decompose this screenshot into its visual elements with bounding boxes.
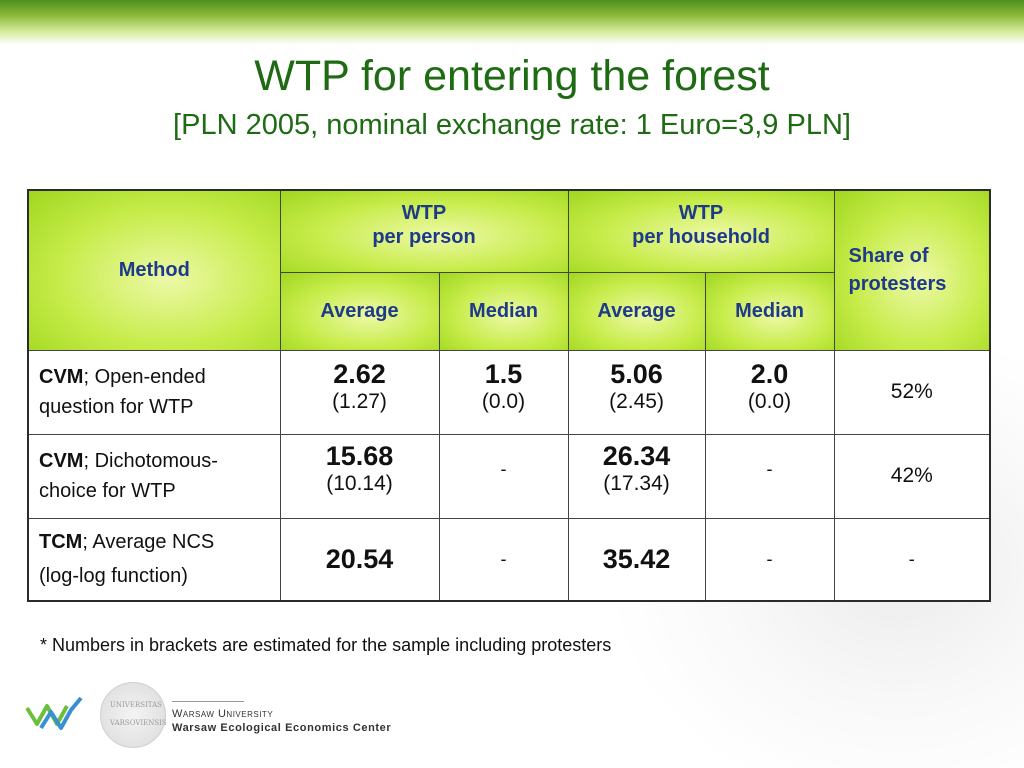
person-average-cell: 2.62 (1.27): [279, 349, 440, 435]
household-median-cell: 2.0 (0.0): [704, 349, 835, 435]
wtp-per-person-header-line2: per person: [372, 226, 476, 248]
person-average-header: Average: [279, 271, 440, 351]
top-banner: [0, 0, 1024, 45]
method-desc-line2: question for WTP: [39, 396, 194, 418]
wtp-per-household-header-line1: WTP: [678, 202, 724, 224]
person-average-cell: 15.68 (10.14): [279, 433, 440, 519]
household-average-value: 35.42: [602, 544, 671, 575]
method-abbrev: CVM: [39, 366, 84, 388]
person-average-bracket: (1.27): [332, 389, 387, 413]
org-name-line1: Warsaw University: [172, 708, 274, 720]
household-average-cell: 35.42: [567, 517, 706, 602]
method-desc: ; Average NCS: [82, 531, 215, 554]
household-median-value: 2.0: [750, 358, 789, 389]
household-average-bracket: (17.34): [603, 471, 670, 495]
person-median-cell: 1.5 (0.0): [438, 349, 569, 435]
method-header: Method: [27, 189, 281, 351]
method-desc: ; Open-ended: [83, 366, 206, 388]
person-average-bracket: (10.14): [326, 471, 393, 495]
method-abbrev: CVM: [39, 450, 84, 472]
share-cell: 42%: [833, 433, 991, 519]
table-row: TCM; Average NCS (log-log function) 20.5…: [27, 517, 991, 602]
wtp-per-household-header: WTP per household: [567, 189, 835, 273]
method-cell: CVM; Open-ended question for WTP: [27, 349, 281, 435]
table-row: CVM; Dichotomous- choice for WTP 15.68 (…: [27, 433, 991, 519]
share-header-line2: protesters: [848, 273, 947, 296]
person-average-value: 15.68: [325, 440, 394, 471]
method-desc: ; Dichotomous-: [83, 450, 218, 472]
person-median-bracket: (0.0): [481, 389, 526, 413]
person-average-value: 20.54: [325, 544, 394, 575]
household-average-bracket: (2.45): [609, 389, 664, 413]
person-median-cell: -: [438, 433, 569, 519]
household-average-value: 5.06: [610, 358, 663, 389]
wtp-table: Method WTP per person WTP per household …: [27, 189, 992, 602]
footer-divider: [172, 701, 244, 702]
person-median-header: Median: [438, 271, 569, 351]
method-desc-line2: choice for WTP: [39, 480, 176, 502]
household-average-cell: 5.06 (2.45): [567, 349, 706, 435]
slide-subtitle: [PLN 2005, nominal exchange rate: 1 Euro…: [173, 109, 851, 141]
person-average-value: 2.62: [333, 358, 386, 389]
household-average-header: Average: [567, 271, 706, 351]
household-median-header: Median: [704, 271, 835, 351]
person-median-value: 1.5: [484, 358, 523, 389]
household-median-cell: -: [704, 433, 835, 519]
share-cell: -: [833, 517, 991, 602]
household-average-cell: 26.34 (17.34): [567, 433, 706, 519]
household-median-cell: -: [704, 517, 835, 602]
footnote: * Numbers in brackets are estimated for …: [40, 635, 612, 655]
wtp-per-household-header-line2: per household: [632, 226, 770, 248]
table-subheader-row: Average Median Average Median: [28, 271, 990, 351]
table-header-row: Method WTP per person WTP per household …: [27, 189, 991, 351]
method-desc-line2: (log-log function): [39, 565, 188, 588]
university-seal-icon: [100, 682, 166, 748]
wtp-per-person-header-line1: WTP: [401, 202, 447, 224]
method-abbrev: TCM: [39, 531, 83, 554]
method-cell: TCM; Average NCS (log-log function): [27, 517, 281, 602]
household-median-bracket: (0.0): [747, 389, 792, 413]
seal-text: UNIVERSITAS VARSOVIENSIS: [110, 701, 167, 727]
share-cell: 52%: [833, 349, 991, 435]
slide-title: WTP for entering the forest: [254, 52, 770, 100]
method-cell: CVM; Dichotomous- choice for WTP: [27, 433, 281, 519]
person-median-cell: -: [438, 517, 569, 602]
weec-logo-icon: [25, 696, 83, 730]
share-of-protesters-header: Share of protesters: [833, 189, 991, 351]
household-average-value: 26.34: [602, 440, 671, 471]
org-name-line2: Warsaw Ecological Economics Center: [172, 722, 392, 734]
table-row: CVM; Open-ended question for WTP 2.62 (1…: [27, 349, 991, 435]
person-average-cell: 20.54: [279, 517, 440, 602]
wtp-per-person-header: WTP per person: [279, 189, 569, 273]
share-header-line1: Share of: [848, 245, 929, 268]
